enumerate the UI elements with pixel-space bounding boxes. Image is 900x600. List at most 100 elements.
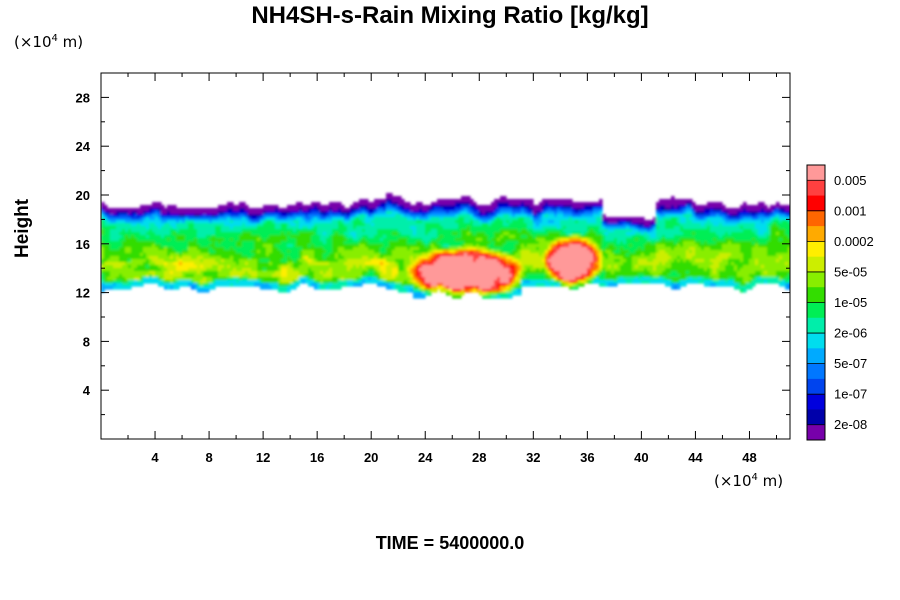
field-cell (719, 202, 723, 206)
field-cell (377, 268, 381, 272)
field-cell (773, 217, 777, 221)
field-cell (236, 235, 240, 239)
field-cell (761, 211, 765, 215)
field-cell (110, 247, 114, 251)
field-cell (461, 238, 465, 242)
field-cell (647, 235, 651, 239)
field-cell (395, 202, 399, 206)
field-cell (491, 262, 495, 266)
field-cell (704, 265, 708, 269)
field-cell (185, 235, 189, 239)
field-cell (164, 244, 168, 248)
field-cell (632, 262, 636, 266)
field-cell (230, 253, 234, 257)
field-cell (779, 238, 783, 242)
field-cell (572, 220, 576, 224)
field-cell (719, 259, 723, 263)
field-cell (593, 253, 597, 257)
field-cell (719, 232, 723, 236)
field-cell (587, 214, 591, 218)
field-cell (338, 205, 342, 209)
field-cell (188, 238, 192, 242)
field-cell (533, 259, 537, 263)
field-cell (461, 262, 465, 266)
field-cell (533, 235, 537, 239)
field-cell (566, 241, 570, 245)
field-cell (512, 247, 516, 251)
field-cell (476, 229, 480, 233)
field-cell (677, 217, 681, 221)
field-cell (692, 205, 696, 209)
field-cell (464, 205, 468, 209)
field-cell (323, 226, 327, 230)
field-cell (194, 235, 198, 239)
field-cell (602, 223, 606, 227)
field-cell (524, 247, 528, 251)
field-cell (533, 238, 537, 242)
field-cell (428, 259, 432, 263)
field-cell (332, 241, 336, 245)
field-cell (107, 238, 111, 242)
field-cell (455, 250, 459, 254)
field-cell (428, 226, 432, 230)
field-cell (152, 265, 156, 269)
field-cell (539, 220, 543, 224)
field-cell (488, 211, 492, 215)
field-cell (590, 235, 594, 239)
field-cell (230, 241, 234, 245)
field-cell (563, 208, 567, 212)
field-cell (260, 241, 264, 245)
field-cell (359, 217, 363, 221)
field-cell (368, 247, 372, 251)
field-cell (542, 259, 546, 263)
field-cell (389, 214, 393, 218)
field-cell (713, 217, 717, 221)
field-cell (515, 250, 519, 254)
field-cell (236, 244, 240, 248)
field-cell (668, 214, 672, 218)
field-cell (629, 238, 633, 242)
field-cell (224, 238, 228, 242)
field-cell (329, 226, 333, 230)
field-cell (770, 229, 774, 233)
field-cell (527, 238, 531, 242)
field-cell (641, 265, 645, 269)
field-cell (425, 217, 429, 221)
field-cell (512, 229, 516, 233)
field-cell (755, 265, 759, 269)
field-cell (179, 253, 183, 257)
field-cell (269, 253, 273, 257)
field-cell (713, 262, 717, 266)
field-cell (233, 253, 237, 257)
field-cell (674, 220, 678, 224)
field-cell (419, 217, 423, 221)
field-cell (542, 214, 546, 218)
field-cell (404, 247, 408, 251)
field-cell (539, 265, 543, 269)
field-cell (770, 253, 774, 257)
field-cell (707, 265, 711, 269)
field-cell (449, 259, 453, 263)
field-cell (677, 247, 681, 251)
field-cell (281, 250, 285, 254)
field-cell (161, 238, 165, 242)
field-cell (602, 238, 606, 242)
field-cell (578, 244, 582, 248)
field-cell (611, 223, 615, 227)
field-cell (710, 217, 714, 221)
field-cell (335, 250, 339, 254)
field-cell (119, 226, 123, 230)
field-cell (554, 244, 558, 248)
field-cell (635, 220, 639, 224)
field-cell (509, 229, 513, 233)
field-cell (179, 223, 183, 227)
field-cell (587, 223, 591, 227)
field-cell (227, 238, 231, 242)
field-cell (512, 211, 516, 215)
field-cell (695, 232, 699, 236)
field-cell (140, 259, 144, 263)
field-cell (593, 235, 597, 239)
field-cell (152, 247, 156, 251)
field-cell (374, 253, 378, 257)
field-cell (674, 208, 678, 212)
